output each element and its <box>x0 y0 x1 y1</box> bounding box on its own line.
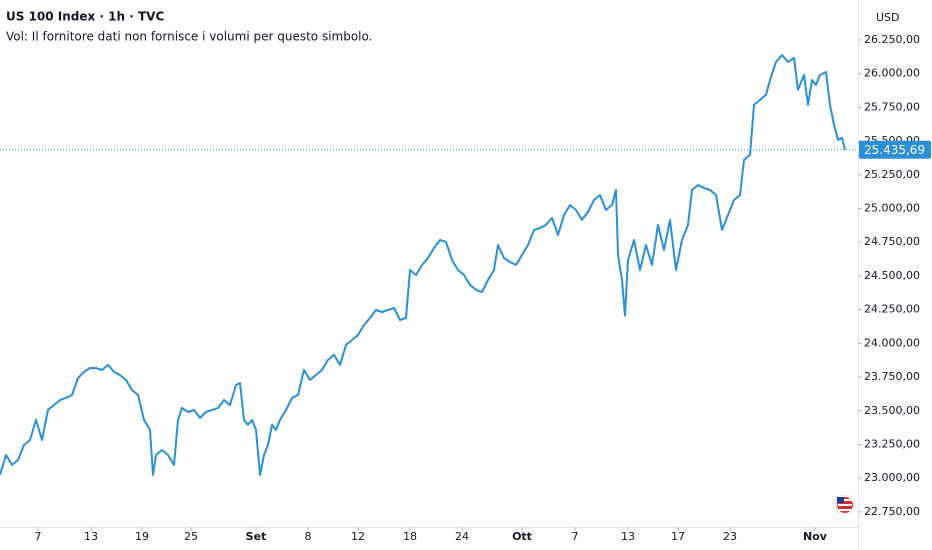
y-tick-label: 26.000,00 <box>864 67 920 80</box>
y-tick-label: 23.500,00 <box>864 404 920 417</box>
y-tick-label: 24.750,00 <box>864 235 920 248</box>
x-tick-label: 25 <box>184 530 198 543</box>
x-tick-label: Set <box>246 530 267 543</box>
x-tick-label: 19 <box>135 530 149 543</box>
y-tick-label: 24.500,00 <box>864 269 920 282</box>
x-tick-label: 8 <box>305 530 312 543</box>
flag-icon <box>834 494 856 516</box>
x-tick-label: Nov <box>803 530 828 543</box>
y-tick-label: 22.750,00 <box>864 505 920 518</box>
x-tick-label: 23 <box>723 530 737 543</box>
x-tick-label: 12 <box>351 530 365 543</box>
x-tick-label: 17 <box>671 530 685 543</box>
x-tick-label: 13 <box>84 530 98 543</box>
x-tick-label: Ott <box>512 530 532 543</box>
y-tick-label: 24.000,00 <box>864 336 920 349</box>
y-tick-label: 26.250,00 <box>864 33 920 46</box>
last-price-box <box>859 140 931 159</box>
x-tick-label: 18 <box>403 530 417 543</box>
x-tick-label: 24 <box>455 530 469 543</box>
y-tick-label: 24.250,00 <box>864 303 920 316</box>
y-tick-label: 23.750,00 <box>864 370 920 383</box>
y-tick-label: 25.000,00 <box>864 201 920 214</box>
y-tick-label: 23.250,00 <box>864 437 920 450</box>
last-price-label: 25.435,69 <box>864 143 925 157</box>
y-tick-label: 23.000,00 <box>864 471 920 484</box>
y-tick-label: 25.250,00 <box>864 168 920 181</box>
y-tick-label: 25.750,00 <box>864 100 920 113</box>
x-tick-label: 13 <box>621 530 635 543</box>
price-line <box>0 54 846 476</box>
currency: USD <box>876 11 900 24</box>
x-tick-label: 7 <box>572 530 579 543</box>
chart-title: US 100 Index · 1h · TVC <box>6 10 164 24</box>
x-tick-label: 7 <box>35 530 42 543</box>
chart-subtitle: Vol: Il fornitore dati non fornisce i vo… <box>6 30 372 44</box>
